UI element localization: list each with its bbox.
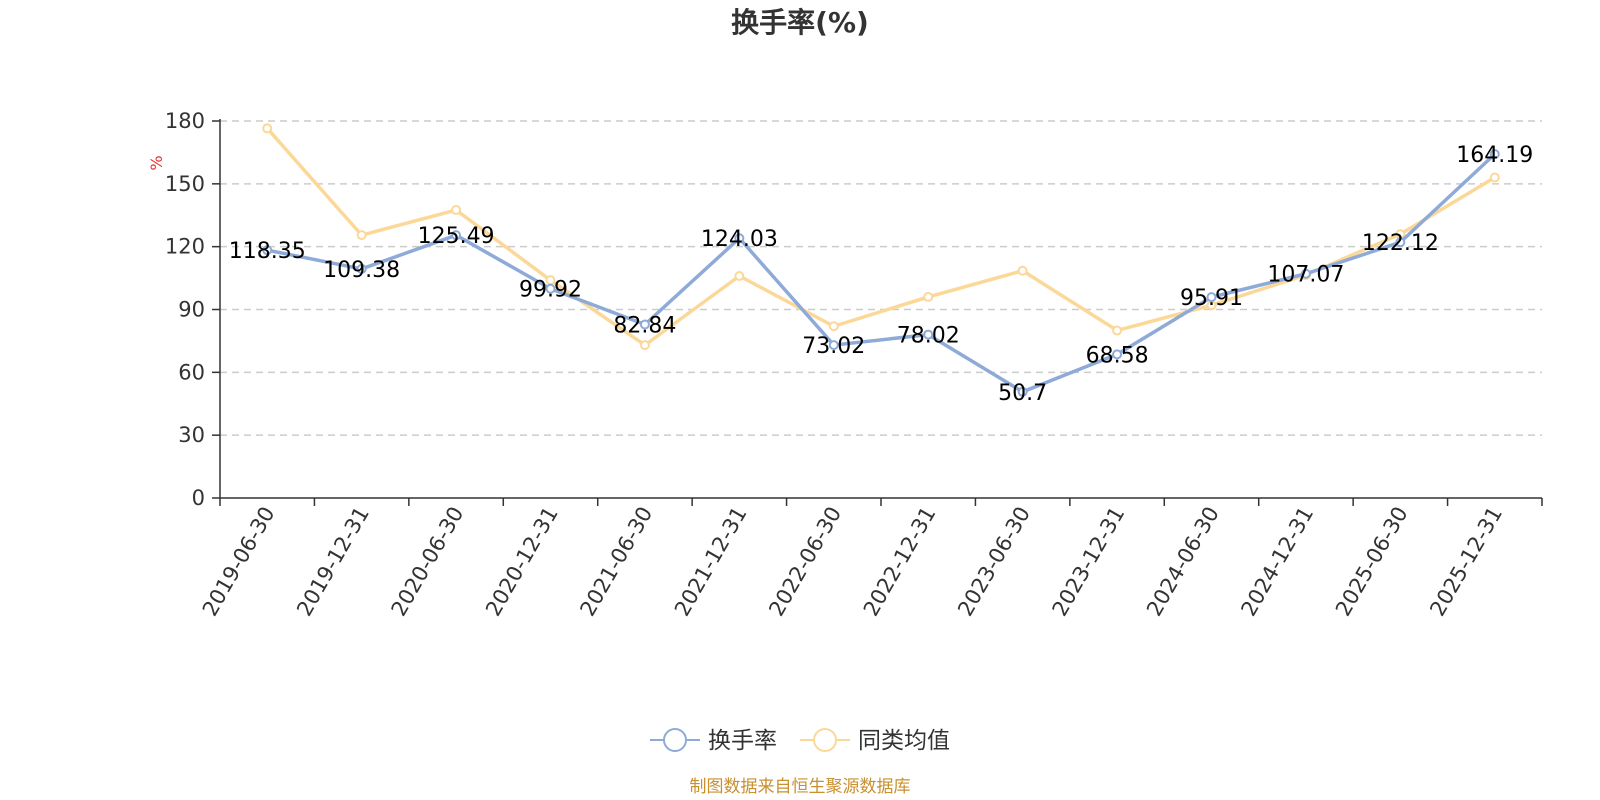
data-point [1395,237,1406,248]
data-point [262,245,273,256]
data-point [545,283,556,294]
y-tick-label: 0 [192,486,205,510]
data-point [639,319,650,330]
data-point [1017,265,1028,276]
data-point [1300,268,1311,279]
x-tick-label: 2021-06-30 [575,503,657,621]
x-tick-label: 2019-06-30 [198,503,280,621]
y-tick-label: 120 [165,235,205,259]
x-tick-label: 2021-12-31 [670,503,752,621]
axes [219,119,1542,499]
y-axis-unit: % [147,155,166,170]
x-tick-label: 2022-12-31 [859,503,941,621]
x-tick-label: 2024-06-30 [1142,503,1224,621]
data-point [356,263,367,274]
x-tick-label: 2022-06-30 [764,503,846,621]
gridlines [220,120,1542,436]
data-label: 118.35 [229,239,306,264]
data-point [1489,149,1500,160]
series-group [262,123,1500,397]
data-labels: 118.35 109.38 125.49 99.92 82.84 124.03 73.02 7… [229,143,1534,406]
x-tick-label: 2019-12-31 [292,503,374,621]
data-point [828,321,839,332]
legend[interactable]: 换手率 同类均值 [650,728,950,754]
data-label: 50.7 [998,381,1047,406]
x-tick-label: 2025-12-31 [1425,503,1507,621]
data-label: 124.03 [701,227,778,252]
chart-title: 换手率(%) [731,6,869,39]
data-point [356,230,367,241]
data-point [1112,349,1123,360]
data-label: 68.58 [1086,343,1149,368]
y-tick-label: 180 [165,109,205,133]
data-point [1489,172,1500,183]
series-line [265,127,1496,347]
data-label: 109.38 [323,258,400,283]
data-label: 107.07 [1267,263,1344,288]
data-label: 99.92 [519,278,582,303]
legend-label: 换手率 [708,728,777,754]
y-tick-label: 60 [178,360,205,384]
x-tick-label: 2025-06-30 [1331,503,1413,621]
data-point [451,205,462,216]
data-point [828,340,839,351]
data-label: 125.49 [418,224,495,249]
source-note: 制图数据来自恒生聚源数据库 [690,777,911,797]
data-label: 95.91 [1180,286,1243,311]
x-tick-label: 2020-12-31 [481,503,563,621]
data-point [923,329,934,340]
y-tick-label: 30 [178,423,205,447]
series-line [266,152,1496,394]
x-tick-label: 2023-12-31 [1048,503,1130,621]
legend-label: 同类均值 [858,728,950,754]
data-label: 78.02 [897,324,960,349]
y-tick-label: 150 [165,172,205,196]
data-point [1112,325,1123,336]
y-axis-ticks: 0 30 60 90 120 150 180 [165,109,220,510]
x-axis-ticks: 2019-06-30 2019-12-31 2020-06-30 2020-12-31… [198,498,1543,621]
legend-marker [663,728,687,752]
data-point [262,123,273,134]
x-tick-label: 2024-12-31 [1236,503,1318,621]
x-tick-label: 2020-06-30 [387,503,469,621]
data-label: 73.02 [802,334,865,359]
data-point [1206,292,1217,303]
data-point [923,291,934,302]
data-point [639,340,650,351]
x-tick-label: 2023-06-30 [953,503,1035,621]
legend-marker [813,728,837,752]
data-point [451,230,462,241]
data-label: 122.12 [1362,231,1439,256]
data-label: 164.19 [1456,143,1533,168]
y-tick-label: 90 [178,298,205,322]
data-point [1017,386,1028,397]
data-label: 82.84 [613,313,676,338]
data-point [734,233,745,244]
data-point [734,270,745,281]
